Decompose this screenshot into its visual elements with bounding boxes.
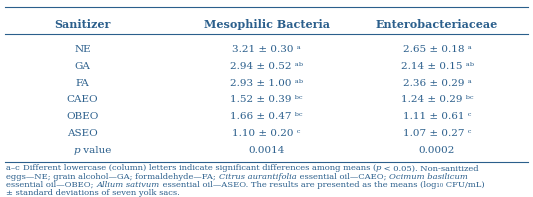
Text: ASEO: ASEO [67, 129, 98, 138]
Text: 2.93 ± 1.00 ᵃᵇ: 2.93 ± 1.00 ᵃᵇ [230, 79, 303, 88]
Text: 2.94 ± 0.52 ᵃᵇ: 2.94 ± 0.52 ᵃᵇ [230, 62, 303, 71]
Text: 1.66 ± 0.47 ᵇᶜ: 1.66 ± 0.47 ᵇᶜ [230, 112, 303, 121]
Text: 1.10 ± 0.20 ᶜ: 1.10 ± 0.20 ᶜ [232, 129, 301, 138]
Text: Mesophilic Bacteria: Mesophilic Bacteria [204, 19, 329, 30]
Text: NE: NE [74, 45, 91, 54]
Text: GA: GA [75, 62, 91, 71]
Text: essential oil—CAEO;: essential oil—CAEO; [296, 173, 389, 181]
Text: ± standard deviations of seven yolk sacs.: ± standard deviations of seven yolk sacs… [6, 189, 180, 197]
Text: < 0.05). Non-sanitized: < 0.05). Non-sanitized [382, 164, 479, 173]
Text: essential oil—ASEO. The results are presented as the means (log₁₀ CFU/mL): essential oil—ASEO. The results are pres… [160, 181, 484, 189]
Text: 2.65 ± 0.18 ᵃ: 2.65 ± 0.18 ᵃ [402, 45, 472, 54]
Text: eggs—NE; grain alcohol—GA; formaldehyde—FA;: eggs—NE; grain alcohol—GA; formaldehyde—… [6, 173, 219, 181]
Text: 2.14 ± 0.15 ᵃᵇ: 2.14 ± 0.15 ᵃᵇ [401, 62, 473, 71]
Text: Enterobacteriaceae: Enterobacteriaceae [376, 19, 498, 30]
Text: 0.0014: 0.0014 [248, 146, 285, 155]
Text: p: p [74, 146, 80, 155]
Text: 1.24 ± 0.29 ᵇᶜ: 1.24 ± 0.29 ᵇᶜ [401, 95, 473, 104]
Text: 1.07 ± 0.27 ᶜ: 1.07 ± 0.27 ᶜ [403, 129, 471, 138]
Text: OBEO: OBEO [67, 112, 99, 121]
Text: Ocimum basilicum: Ocimum basilicum [389, 173, 467, 181]
Text: 0.0002: 0.0002 [419, 146, 455, 155]
Text: value: value [80, 146, 111, 155]
Text: 2.36 ± 0.29 ᵃ: 2.36 ± 0.29 ᵃ [402, 79, 472, 88]
Text: p: p [376, 164, 382, 173]
Text: Different lowercase (column) letters indicate significant differences among mean: Different lowercase (column) letters ind… [23, 164, 376, 173]
Text: Citrus aurantifolia: Citrus aurantifolia [219, 173, 296, 181]
Text: a–c: a–c [6, 164, 23, 173]
Text: 1.52 ± 0.39 ᵇᶜ: 1.52 ± 0.39 ᵇᶜ [230, 95, 303, 104]
Text: Allium sativum: Allium sativum [96, 181, 160, 189]
Text: 1.11 ± 0.61 ᶜ: 1.11 ± 0.61 ᶜ [403, 112, 471, 121]
Text: CAEO: CAEO [67, 95, 99, 104]
Text: essential oil—OBEO;: essential oil—OBEO; [6, 181, 96, 189]
Text: 3.21 ± 0.30 ᵃ: 3.21 ± 0.30 ᵃ [232, 45, 301, 54]
Text: FA: FA [76, 79, 90, 88]
Text: Sanitizer: Sanitizer [54, 19, 111, 30]
